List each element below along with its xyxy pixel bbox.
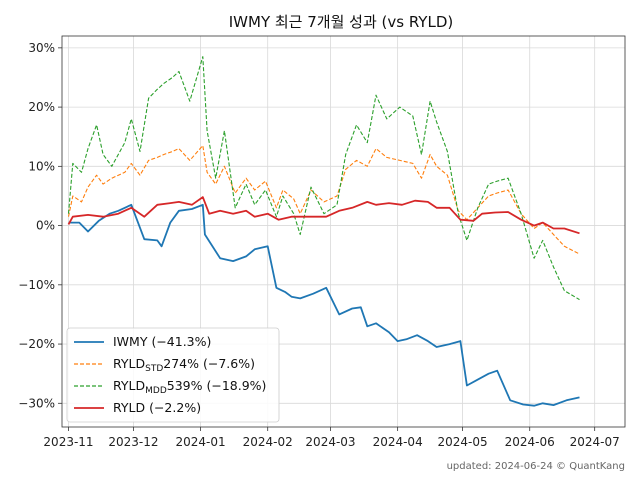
legend-label-sub: MDD xyxy=(145,386,167,396)
legend: IWMY (−41.3%)RYLD STD 274% (−7.6%)RYLD MDD… xyxy=(66,327,280,423)
legend-label-2: RYLD MDD 539% (−18.9%) xyxy=(113,378,266,396)
legend-label-3: RYLD (−2.2%) xyxy=(113,400,201,415)
legend-label-main: RYLD xyxy=(113,356,145,371)
series-group xyxy=(67,56,580,407)
x-tick-label: 2024-06 xyxy=(505,435,555,449)
grid xyxy=(62,36,625,427)
x-tick-label: 2024-03 xyxy=(305,435,355,449)
y-tick-label: −30% xyxy=(18,396,55,410)
x-tick-label: 2024-04 xyxy=(373,435,423,449)
x-tick-label: 2024-05 xyxy=(438,435,488,449)
x-tick-label: 2023-12 xyxy=(108,435,158,449)
x-tick-label: 2024-01 xyxy=(176,435,226,449)
series-line-0 xyxy=(68,203,580,407)
legend-box xyxy=(66,327,280,423)
legend-label-rest: 539% (−18.9%) xyxy=(167,378,267,393)
series-line-1 xyxy=(67,145,580,255)
chart-title: IWMY 최근 7개월 성과 (vs RYLD) xyxy=(229,13,453,31)
legend-label-sub: STD xyxy=(145,364,163,374)
y-tick-label: −10% xyxy=(18,278,55,292)
x-tick-label: 2023-11 xyxy=(43,435,93,449)
y-tick-label: 30% xyxy=(28,41,55,55)
x-axis: 2023-11 2023-12 2024-01 2024-02 2024-03 2024-… xyxy=(43,427,620,449)
legend-label-1: RYLD STD 274% (−7.6%) xyxy=(113,356,255,374)
legend-label-main: RYLD xyxy=(113,378,145,393)
y-tick-label: −20% xyxy=(18,337,55,351)
plot-frame xyxy=(61,35,626,428)
y-tick-label: 0% xyxy=(36,219,55,233)
y-tick-label: 10% xyxy=(28,159,55,173)
y-axis: 30% 20% 10% 0% −10% −20% −30% xyxy=(18,41,62,410)
x-tick-label: 2024-07 xyxy=(570,435,620,449)
series-line-3 xyxy=(67,196,580,235)
footer-credit: updated: 2024-06-24 © QuantKang xyxy=(447,461,625,472)
x-tick-label: 2024-02 xyxy=(243,435,293,449)
y-tick-label: 20% xyxy=(28,100,55,114)
series-line-2 xyxy=(67,56,580,301)
legend-label-rest: 274% (−7.6%) xyxy=(163,356,255,371)
legend-label-0: IWMY (−41.3%) xyxy=(113,334,211,349)
